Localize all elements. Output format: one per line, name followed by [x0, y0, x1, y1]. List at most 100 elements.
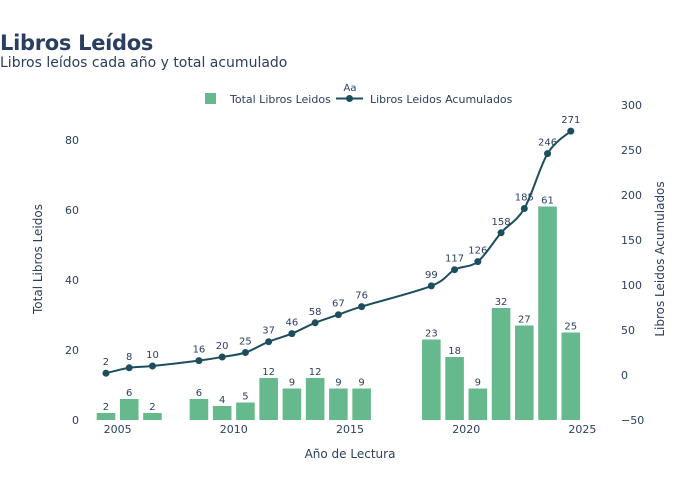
legend-item-line[interactable]: Libros Leidos Acumulados [336, 93, 513, 106]
cumulative-value-label: 185 [515, 193, 534, 204]
cumulative-point [148, 362, 156, 370]
bar [468, 388, 488, 420]
bar [329, 388, 348, 420]
cumulative-value-label: 46 [286, 318, 299, 329]
cumulative-point [218, 353, 226, 361]
cumulative-point [544, 150, 552, 158]
cumulative-point [102, 369, 110, 377]
bar [352, 388, 371, 420]
y2-tick-label: 0 [621, 369, 628, 382]
bar-series [96, 206, 581, 420]
bar-value-label: 32 [495, 297, 508, 308]
y-tick-label: 40 [65, 274, 79, 287]
y2-tick-label: 250 [621, 144, 642, 157]
legend-bar-swatch [205, 93, 216, 104]
y2-axis-title: Libros Leidos Acumulados [653, 181, 667, 336]
cumulative-point [334, 311, 342, 319]
cumulative-point [427, 282, 435, 290]
cumulative-point [288, 330, 296, 338]
y-axis-ticks: 0 20 40 60 80 [65, 134, 79, 427]
bar [96, 413, 116, 420]
cumulative-point [311, 319, 319, 327]
x-tick-label: 2025 [568, 423, 596, 436]
bar [422, 339, 441, 420]
bar [143, 413, 162, 420]
x-tick-label: 2005 [104, 423, 132, 436]
y2-tick-label: 50 [621, 324, 635, 337]
bar-value-label: 9 [475, 378, 481, 389]
y2-tick-label: 100 [621, 279, 642, 292]
bar-value-label: 61 [541, 196, 554, 207]
bar [236, 402, 255, 420]
cumulative-point [265, 338, 273, 346]
y-tick-label: 0 [72, 414, 79, 427]
legend-bar-label: Total Libros Leidos [229, 93, 331, 106]
y-tick-label: 80 [65, 134, 79, 147]
bar-value-label: 12 [262, 367, 275, 378]
y-tick-label: 60 [65, 204, 79, 217]
bar [538, 206, 557, 420]
cumulative-value-label: 8 [126, 352, 132, 363]
bar [305, 378, 325, 420]
bar-value-label: 2 [149, 402, 155, 413]
y2-tick-label: 200 [621, 189, 642, 202]
bar [561, 332, 581, 420]
bar-value-label: 6 [126, 388, 132, 399]
cumulative-point [358, 303, 366, 311]
y-tick-label: 20 [65, 344, 79, 357]
cumulative-point [451, 266, 459, 274]
cumulative-value-label: 37 [262, 326, 275, 337]
bar-value-label: 27 [518, 315, 531, 326]
cumulative-value-label: 58 [309, 307, 322, 318]
legend-title: Aa [344, 83, 357, 94]
y2-tick-label: 300 [621, 99, 642, 112]
y2-axis-ticks: −50 0 50 100 150 200 250 300 [621, 99, 644, 427]
bar-value-label: 12 [309, 367, 322, 378]
chart-title: Libros Leídos [0, 31, 154, 55]
cumulative-point [497, 229, 505, 237]
bar [189, 399, 209, 420]
y-axis-title: Total Libros Leidos [31, 204, 45, 315]
bar-value-label: 18 [448, 346, 461, 357]
cumulative-value-label: 2 [103, 357, 109, 368]
legend-line-marker [346, 95, 353, 102]
cumulative-point [125, 364, 133, 372]
bar-value-label: 25 [564, 322, 577, 333]
legend[interactable]: Aa Total Libros Leidos Libros Leidos Acu… [205, 83, 513, 106]
x-axis-title: Año de Lectura [305, 447, 396, 461]
x-tick-label: 2010 [220, 423, 248, 436]
x-axis-ticks: 2005 2010 2015 2020 2025 [104, 423, 597, 436]
cumulative-point [195, 357, 203, 365]
bar-value-label: 2 [103, 402, 109, 413]
cumulative-value-label: 25 [239, 337, 252, 348]
bar-value-label: 5 [242, 392, 248, 403]
bar-value-label: 4 [219, 395, 225, 406]
cumulative-point [474, 258, 482, 266]
x-tick-label: 2020 [452, 423, 480, 436]
y2-tick-label: −50 [621, 414, 644, 427]
cumulative-point [241, 349, 249, 356]
bar [282, 388, 302, 420]
bar-value-label: 9 [358, 378, 364, 389]
bar [259, 378, 278, 420]
cumulative-value-label: 99 [425, 270, 438, 281]
bar-data-labels: 2 6 2 6 4 5 12 9 12 9 9 23 18 9 32 27 61 25 [103, 196, 577, 414]
bar [119, 399, 139, 420]
cumulative-value-label: 117 [445, 254, 464, 265]
legend-item-bars[interactable]: Total Libros Leidos [205, 93, 331, 106]
bar [212, 406, 232, 420]
bar [491, 308, 511, 420]
bar-value-label: 23 [425, 329, 438, 340]
cumulative-value-label: 271 [561, 115, 580, 126]
chart-subtitle: Libros leídos cada año y total acumulado [0, 55, 288, 71]
cumulative-point [567, 127, 575, 135]
y2-tick-label: 150 [621, 234, 642, 247]
bar-value-label: 6 [196, 388, 202, 399]
cumulative-points [102, 127, 575, 377]
cumulative-value-label: 16 [193, 345, 206, 356]
bar-value-label: 9 [289, 378, 295, 389]
cumulative-point [520, 205, 528, 212]
cumulative-value-label: 20 [216, 341, 229, 352]
